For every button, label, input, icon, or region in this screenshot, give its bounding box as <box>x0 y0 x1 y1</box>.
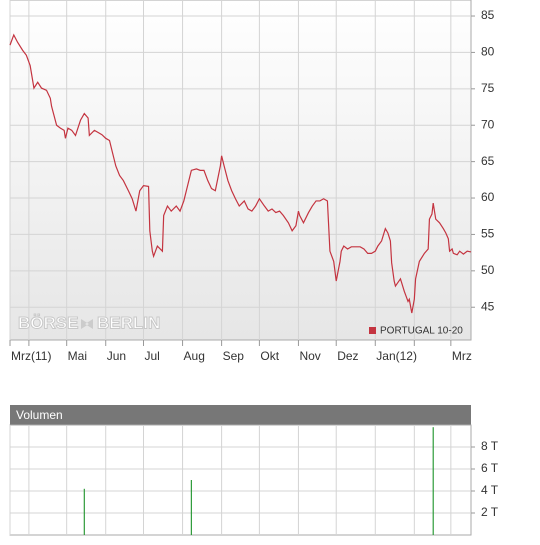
x-tick-label: Okt <box>260 349 279 363</box>
price-line <box>9 33 472 314</box>
y-tick-label: 65 <box>481 154 495 168</box>
x-tick-label: Mrz(11) <box>11 349 51 363</box>
x-tick-label: Nov <box>299 349 320 363</box>
x-tick-label: Dez <box>337 349 358 363</box>
volume-header <box>10 405 471 425</box>
y-tick-label: 75 <box>481 81 495 95</box>
volume-bar <box>432 427 434 535</box>
y-tick-label: 55 <box>481 227 495 241</box>
x-tick-label: Jan(12) <box>376 349 417 363</box>
x-tick-label: Mrz <box>452 349 472 363</box>
x-tick-label: Mai <box>68 349 87 363</box>
y-tick-label: 80 <box>481 45 495 59</box>
y-tick-label: 2 T <box>481 505 499 519</box>
volume-bar <box>190 480 192 535</box>
watermark-glyph <box>81 319 93 329</box>
volume-plot-area <box>9 424 472 536</box>
legend-label: PORTUGAL 10-20 <box>380 326 463 337</box>
y-tick-label: 85 <box>481 8 495 22</box>
x-tick-label: Aug <box>184 349 205 363</box>
watermark: BERLIN <box>97 313 160 332</box>
y-tick-label: 70 <box>481 117 495 131</box>
y-tick-label: 4 T <box>481 483 499 497</box>
watermark: BÖRSE <box>18 313 78 332</box>
y-tick-label: 60 <box>481 190 495 204</box>
x-tick-label: Jul <box>145 349 160 363</box>
legend-swatch <box>369 327 376 334</box>
y-tick-label: 50 <box>481 263 495 277</box>
y-tick-label: 6 T <box>481 461 499 475</box>
x-tick-label: Sep <box>223 349 245 363</box>
plot-area <box>9 0 472 341</box>
x-tick-label: Jun <box>107 349 126 363</box>
volume-bar <box>83 488 85 535</box>
volume-title: Volumen <box>16 408 63 422</box>
y-tick-label: 45 <box>481 299 495 313</box>
y-tick-label: 8 T <box>481 439 499 453</box>
